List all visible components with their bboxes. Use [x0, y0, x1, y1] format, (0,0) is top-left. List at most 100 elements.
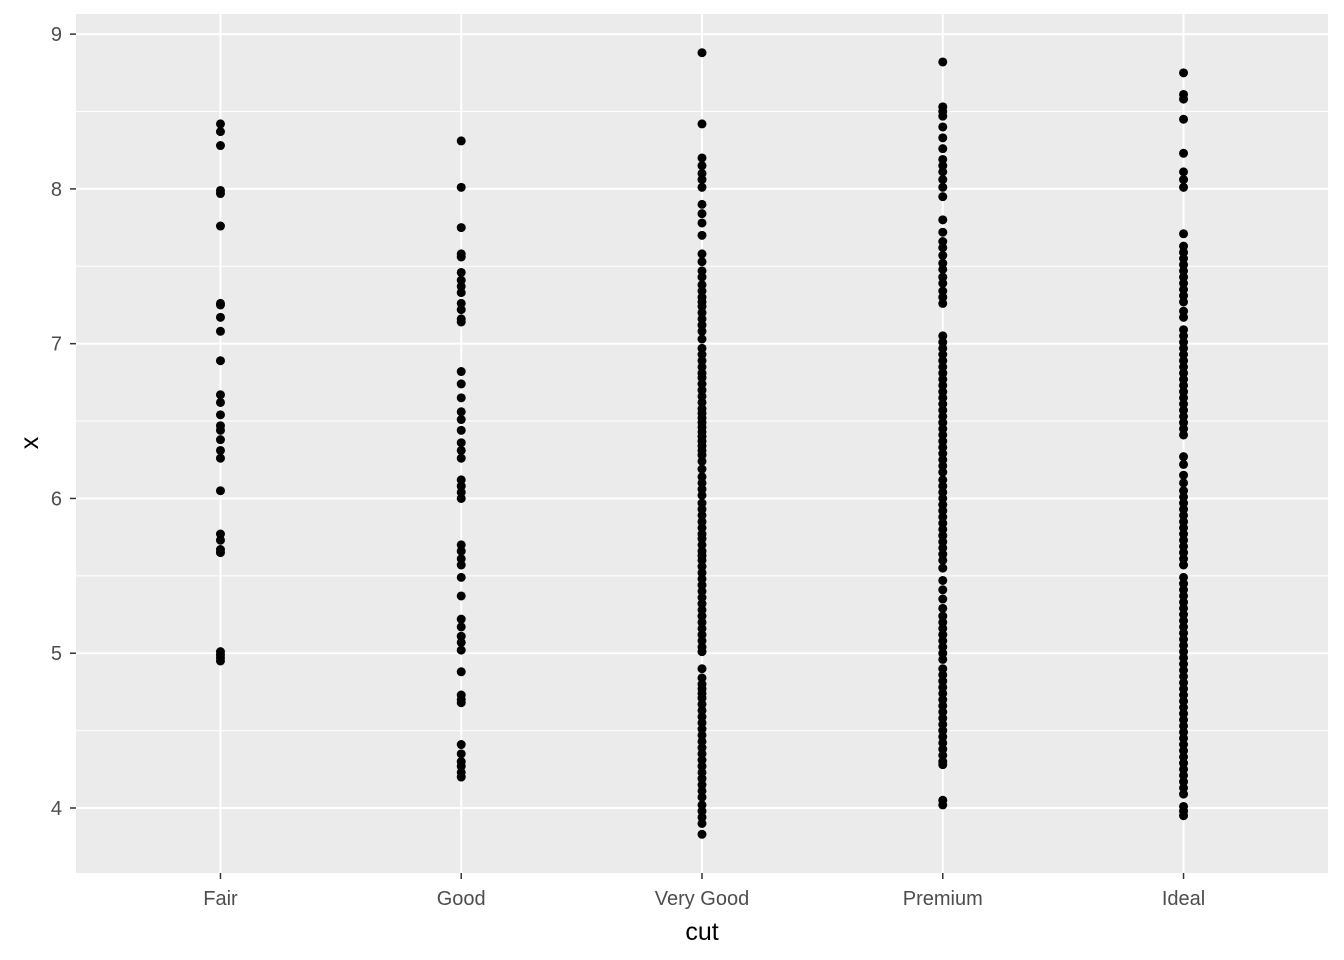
- data-point: [456, 560, 466, 570]
- data-point: [938, 719, 948, 729]
- data-point: [456, 591, 466, 601]
- data-point: [938, 455, 948, 465]
- data-point: [1179, 696, 1189, 706]
- data-point: [1179, 306, 1189, 316]
- data-point: [938, 154, 948, 164]
- data-point: [456, 407, 466, 417]
- data-point: [697, 574, 707, 584]
- data-point: [1179, 68, 1189, 78]
- data-point: [938, 713, 948, 723]
- data-point: [697, 286, 707, 296]
- data-point: [215, 410, 225, 420]
- data-point: [938, 167, 948, 177]
- data-point: [697, 119, 707, 129]
- data-point: [1179, 523, 1189, 533]
- data-point: [1179, 374, 1189, 384]
- data-point: [1179, 603, 1189, 613]
- data-point: [456, 761, 466, 771]
- data-point: [697, 718, 707, 728]
- data-point: [1179, 659, 1189, 669]
- data-point: [456, 367, 466, 377]
- data-point: [697, 326, 707, 336]
- data-point: [938, 537, 948, 547]
- data-point: [697, 705, 707, 715]
- data-point: [938, 636, 948, 646]
- data-point: [1179, 572, 1189, 582]
- data-point: [938, 512, 948, 522]
- data-point: [938, 424, 948, 434]
- data-point: [938, 461, 948, 471]
- data-point: [1179, 356, 1189, 366]
- data-point: [1179, 678, 1189, 688]
- data-point: [938, 215, 948, 225]
- data-point: [938, 676, 948, 686]
- data-point: [1179, 715, 1189, 725]
- data-point: [697, 712, 707, 722]
- data-point: [1179, 597, 1189, 607]
- data-point: [1179, 325, 1189, 335]
- data-point: [938, 298, 948, 308]
- data-point: [938, 182, 948, 192]
- data-point: [938, 399, 948, 409]
- data-point: [697, 334, 707, 344]
- data-point: [697, 812, 707, 822]
- y-tick-label: 5: [51, 643, 62, 665]
- data-point: [697, 484, 707, 494]
- data-point: [215, 141, 225, 151]
- data-point: [456, 645, 466, 655]
- data-point: [456, 740, 466, 750]
- data-point: [697, 175, 707, 185]
- data-point: [938, 161, 948, 171]
- data-point: [938, 111, 948, 121]
- data-point: [1179, 418, 1189, 428]
- y-tick-label: 8: [51, 179, 62, 201]
- data-point: [215, 189, 225, 199]
- data-point: [938, 272, 948, 282]
- data-point: [697, 456, 707, 466]
- data-point: [697, 510, 707, 520]
- data-point: [697, 302, 707, 312]
- x-tick-label: Ideal: [1162, 888, 1205, 910]
- data-point: [1179, 628, 1189, 638]
- data-point: [456, 749, 466, 759]
- data-points: [215, 48, 1189, 839]
- data-point: [215, 548, 225, 558]
- data-point: [1179, 690, 1189, 700]
- data-point: [697, 774, 707, 784]
- data-point: [456, 305, 466, 315]
- data-point: [1179, 399, 1189, 409]
- data-point: [697, 568, 707, 578]
- x-tick-label: Premium: [903, 888, 983, 910]
- data-point: [938, 648, 948, 658]
- data-point: [697, 586, 707, 596]
- data-point: [938, 744, 948, 754]
- data-point: [697, 599, 707, 609]
- data-point: [215, 445, 225, 455]
- data-point: [697, 630, 707, 640]
- data-point: [697, 699, 707, 709]
- data-point: [1179, 733, 1189, 743]
- data-point: [697, 450, 707, 460]
- data-point: [1179, 405, 1189, 415]
- data-point: [456, 317, 466, 327]
- data-point: [938, 350, 948, 360]
- data-point: [697, 605, 707, 615]
- data-point: [697, 266, 707, 276]
- data-point: [697, 280, 707, 290]
- data-point: [1179, 459, 1189, 469]
- data-point: [938, 682, 948, 692]
- data-point: [938, 258, 948, 268]
- data-point: [938, 760, 948, 770]
- data-point: [1179, 175, 1189, 185]
- data-point: [1179, 430, 1189, 440]
- data-point: [697, 724, 707, 734]
- data-point: [1179, 424, 1189, 434]
- data-point: [938, 664, 948, 674]
- data-point: [938, 292, 948, 302]
- data-point: [1179, 653, 1189, 663]
- data-point: [697, 623, 707, 633]
- data-point: [456, 298, 466, 308]
- data-point: [697, 611, 707, 621]
- data-point: [697, 800, 707, 810]
